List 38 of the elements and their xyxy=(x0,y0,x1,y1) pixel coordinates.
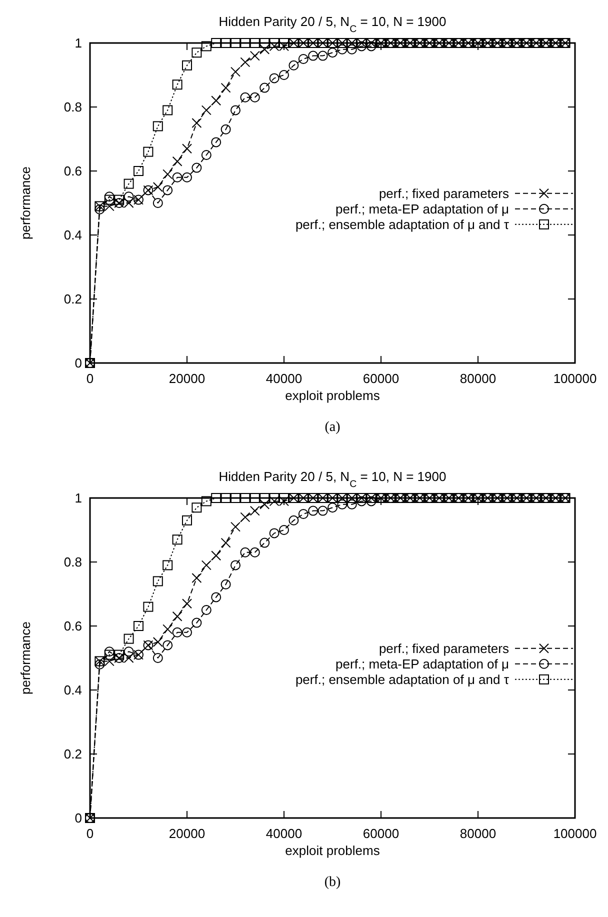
x-tick-label: 100000 xyxy=(553,826,597,841)
y-axis-title: performance xyxy=(18,622,33,694)
x-tick-label: 0 xyxy=(86,371,94,386)
y-tick-label: 0 xyxy=(74,810,82,826)
chart-title: Hidden Parity 20 / 5, N$_{C}$ = 10, N = 1900 xyxy=(218,14,446,34)
y-tick-label: 0.4 xyxy=(64,682,82,698)
y-tick-label: 1 xyxy=(74,490,82,506)
x-tick-label: 0 xyxy=(86,826,94,841)
x-tick-label: 40000 xyxy=(266,826,302,841)
y-tick-label: 0.2 xyxy=(64,292,82,307)
legend-label: perf.; fixed parameters xyxy=(378,186,510,201)
x-axis-title: exploit problems xyxy=(285,388,380,403)
y-axis-title: performance xyxy=(18,166,33,240)
text: (a) xyxy=(324,420,341,435)
text: (b) xyxy=(324,875,341,890)
y-tick-label: 0.2 xyxy=(64,746,82,762)
legend-label: perf.; meta-EP adaptation of μ xyxy=(336,201,509,216)
legend-label: perf.; meta-EP adaptation of μ xyxy=(336,656,509,672)
y-tick-label: 0.6 xyxy=(64,618,82,634)
x-tick-label: 40000 xyxy=(266,371,302,386)
x-tick-label: 20000 xyxy=(168,371,206,386)
x-tick-label: 60000 xyxy=(362,371,400,386)
y-tick-label: 1 xyxy=(74,36,82,51)
chart-title: Hidden Parity 20 / 5, N$_{C}$ = 10, N = 1900 xyxy=(218,469,446,490)
y-tick-label: 0.8 xyxy=(64,100,82,115)
y-tick-label: 0 xyxy=(74,356,82,371)
y-tick-label: 0.4 xyxy=(64,228,82,243)
x-tick-label: 60000 xyxy=(362,826,400,841)
x-axis-title: exploit problems xyxy=(285,843,380,858)
legend-label: perf.; ensemble adaptation of μ and τ xyxy=(295,216,510,232)
x-tick-label: 80000 xyxy=(460,826,496,841)
legend-label: perf.; fixed parameters xyxy=(378,640,510,656)
legend-label: perf.; ensemble adaptation of μ and τ xyxy=(295,672,510,687)
x-tick-label: 80000 xyxy=(460,371,496,386)
x-tick-label: 100000 xyxy=(553,371,597,386)
y-tick-label: 0.6 xyxy=(64,164,82,179)
y-tick-label: 0.8 xyxy=(64,554,82,570)
x-tick-label: 20000 xyxy=(168,826,206,841)
